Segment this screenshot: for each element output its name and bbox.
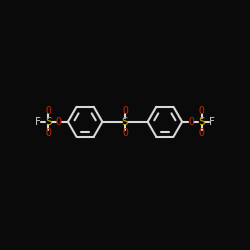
Text: O: O: [56, 117, 62, 127]
Text: F: F: [209, 117, 215, 127]
Text: O: O: [188, 117, 194, 127]
Text: O: O: [46, 106, 52, 116]
Text: S: S: [122, 117, 128, 127]
Text: O: O: [198, 128, 204, 138]
Text: O: O: [46, 128, 52, 138]
Text: S: S: [198, 117, 205, 127]
Text: O: O: [198, 106, 204, 116]
Text: O: O: [122, 128, 128, 138]
Text: F: F: [35, 117, 41, 127]
Text: O: O: [122, 106, 128, 116]
Text: S: S: [45, 117, 52, 127]
